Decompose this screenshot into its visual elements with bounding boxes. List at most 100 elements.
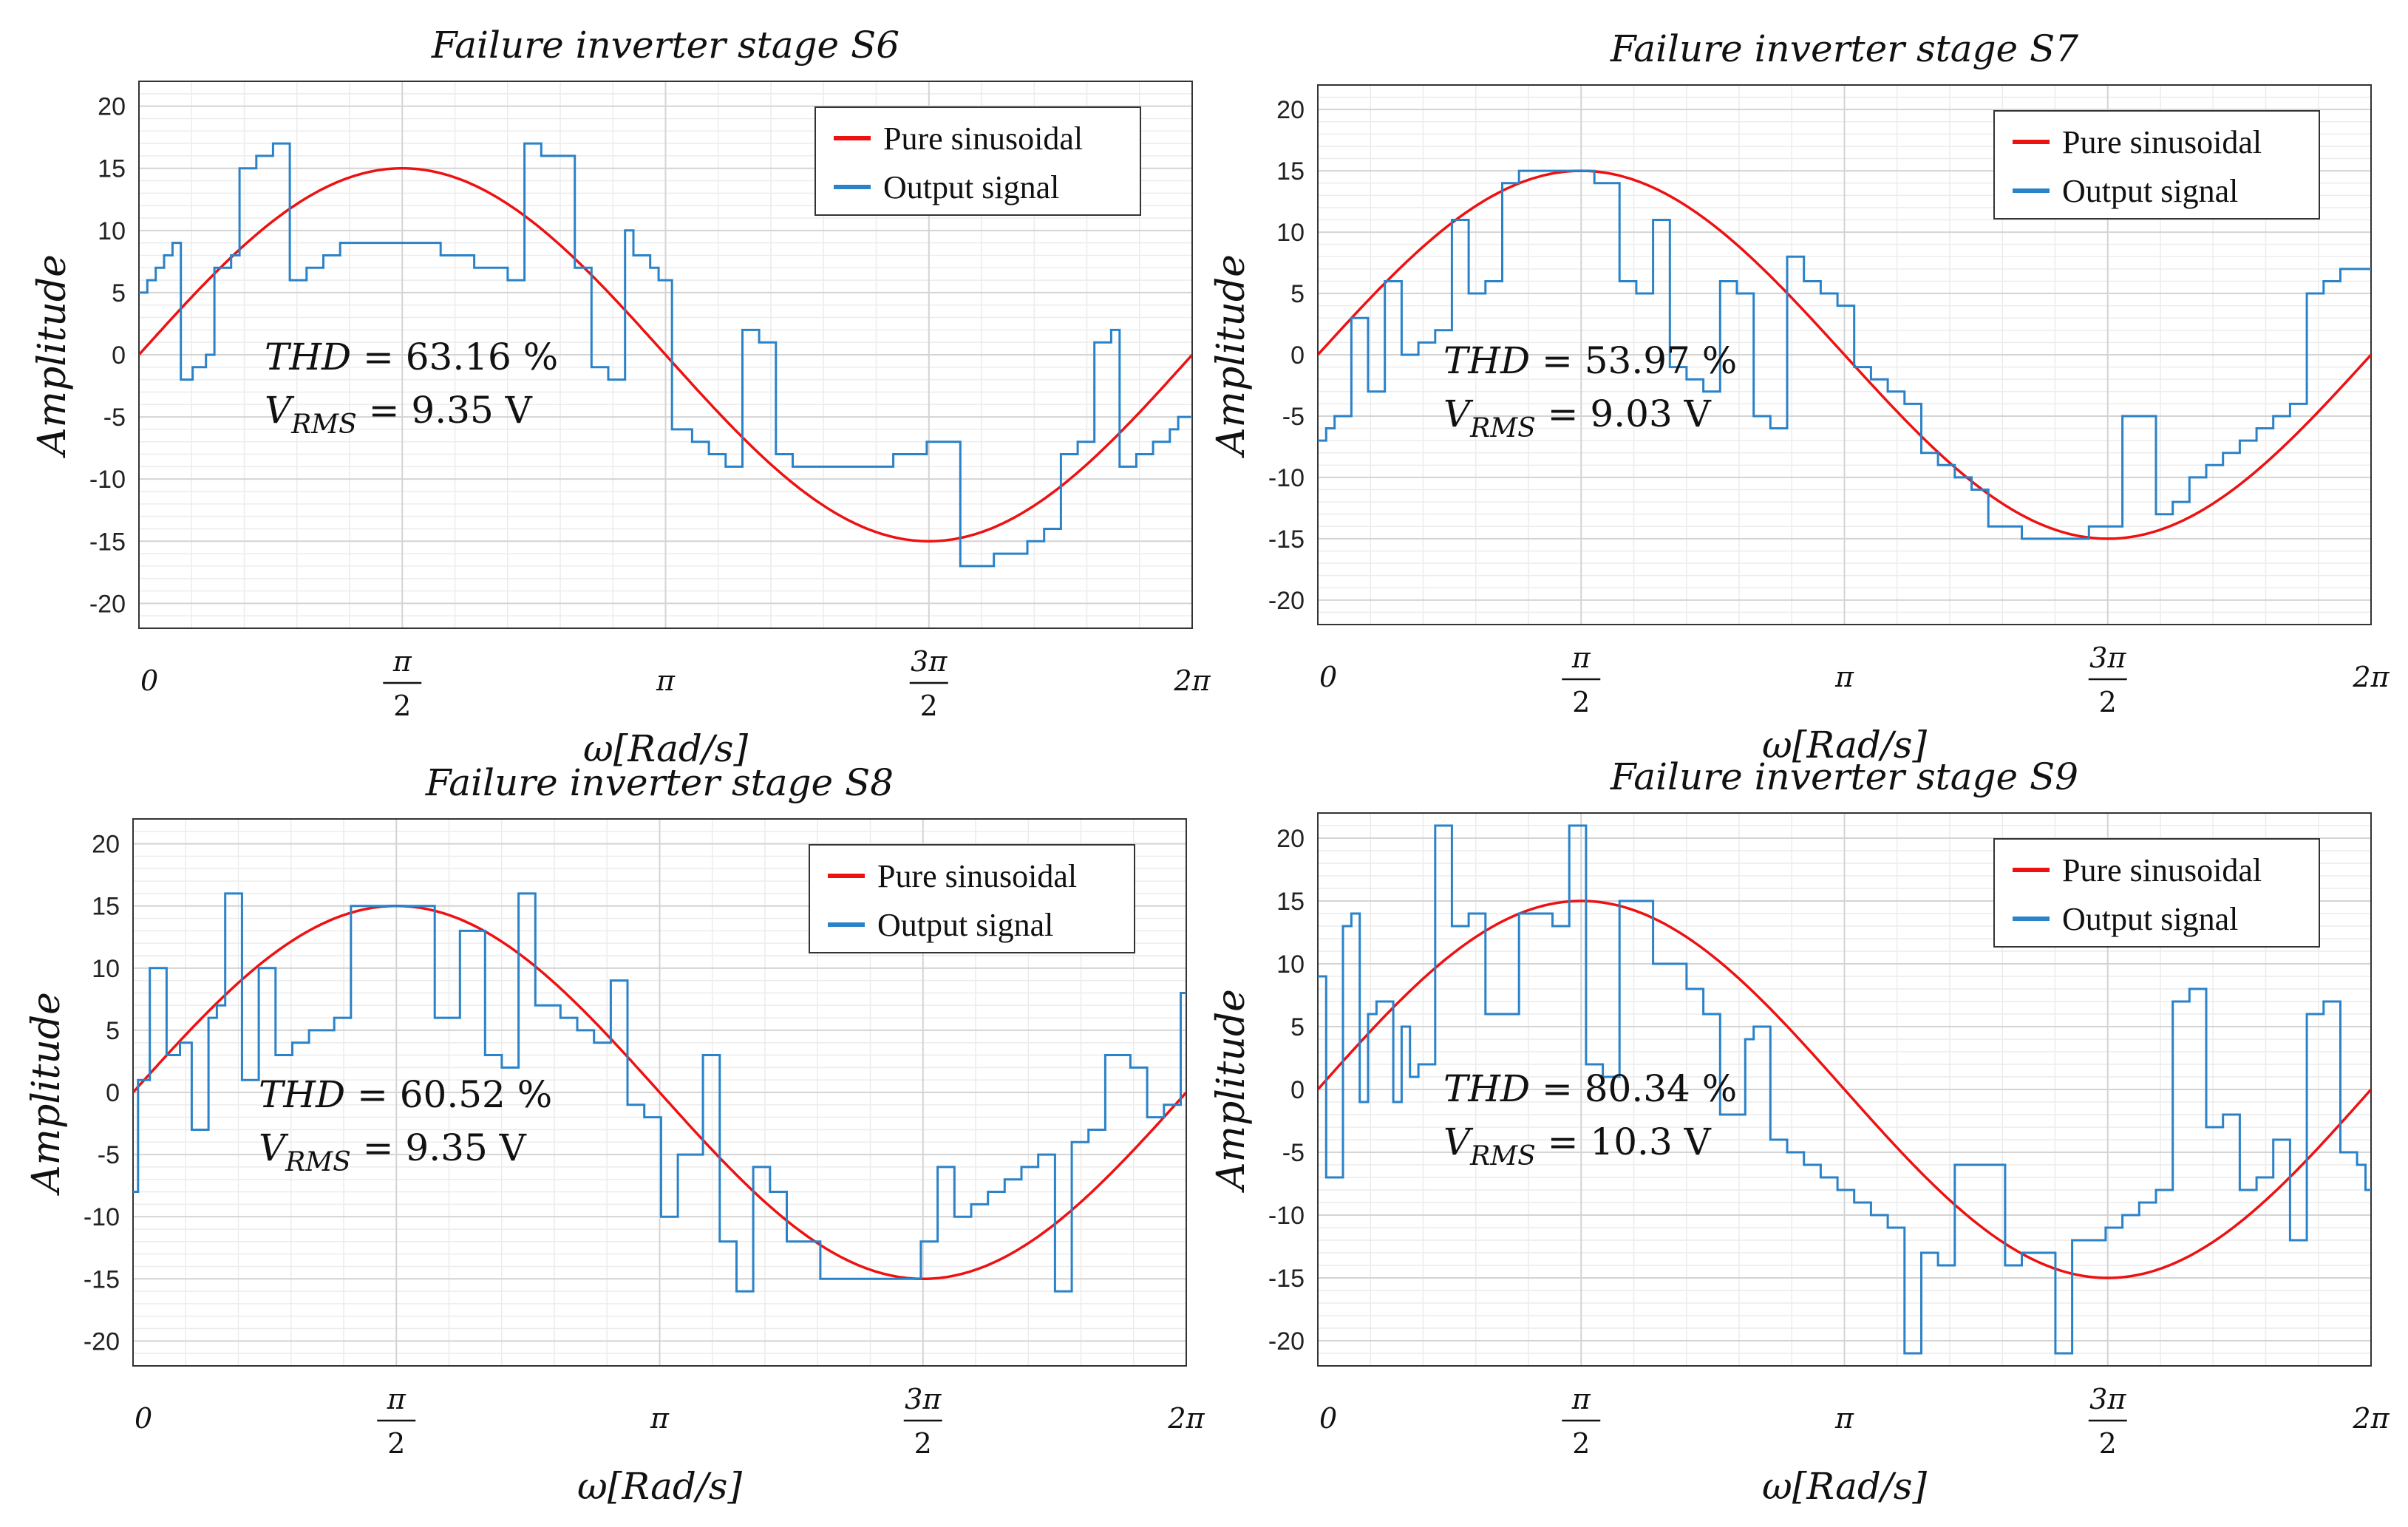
series-output-signal bbox=[1318, 169, 2371, 540]
x-axis-label: ω[Rad/s] bbox=[1762, 1465, 1927, 1508]
y-tick-label: 10 bbox=[1276, 219, 1305, 247]
y-tick-label: 0 bbox=[1290, 1076, 1305, 1104]
y-tick-label: 5 bbox=[1290, 1013, 1305, 1041]
series-pure-sinusoidal bbox=[1318, 899, 2371, 1279]
x-tick-label: π2 bbox=[1562, 1383, 1601, 1460]
series-pure-sinusoidal bbox=[133, 904, 1186, 1281]
annotation: THD = 63.16 % VRMS = 9.35 V bbox=[265, 336, 558, 440]
x-tick-denominator: 2 bbox=[914, 1427, 932, 1460]
x-tick-label: π bbox=[1834, 1402, 1854, 1435]
x-tick-denominator: 2 bbox=[920, 690, 938, 722]
thd-label: THD bbox=[1443, 1067, 1530, 1110]
y-tick-label: -20 bbox=[89, 590, 126, 618]
y-tick-label: 20 bbox=[98, 93, 126, 121]
plot-series bbox=[1318, 824, 2371, 1355]
y-tick-label: 15 bbox=[1276, 157, 1305, 186]
x-tick-label: 0 bbox=[140, 664, 158, 697]
legend-label: Output signal bbox=[883, 169, 1059, 205]
x-axis-label: ω[Rad/s] bbox=[583, 727, 748, 770]
annotation: THD = 80.34 % VRMS = 10.3 V bbox=[1443, 1067, 1737, 1171]
vrms-subscript: RMS bbox=[1469, 1141, 1536, 1171]
thd-annotation: THD = 53.97 % bbox=[1443, 339, 1737, 382]
y-tick-label: -10 bbox=[1268, 1202, 1305, 1230]
y-axis-label: Amplitude bbox=[1209, 989, 1254, 1193]
legend-label: Pure sinusoidal bbox=[2062, 124, 2262, 160]
x-tick-denominator: 2 bbox=[2099, 1427, 2117, 1460]
y-axis-label: Amplitude bbox=[30, 254, 75, 458]
y-axis-label: Amplitude bbox=[24, 992, 69, 1196]
y-tick-label: -20 bbox=[84, 1327, 120, 1356]
vrms-label: V bbox=[259, 1126, 289, 1169]
x-tick-label: 2π bbox=[2352, 1402, 2390, 1435]
vrms-value: = 10.3 V bbox=[1536, 1120, 1712, 1163]
y-tick-label: -10 bbox=[1268, 464, 1305, 492]
y-tick-label: 5 bbox=[112, 279, 126, 307]
y-tick-label: -15 bbox=[1268, 1265, 1305, 1293]
series-output-signal bbox=[139, 142, 1192, 568]
y-tick-label: 5 bbox=[106, 1017, 120, 1045]
vrms-subscript: RMS bbox=[285, 1147, 351, 1177]
plot-series bbox=[139, 142, 1192, 568]
x-tick-label: 2π bbox=[1167, 1402, 1205, 1435]
chart-title: Failure inverter stage S7 bbox=[1610, 27, 2078, 70]
x-axis-label: ω[Rad/s] bbox=[1762, 724, 1927, 766]
y-tick-label: -5 bbox=[103, 404, 126, 432]
x-tick-label: 2π bbox=[1173, 664, 1211, 697]
legend-box bbox=[814, 106, 1141, 216]
x-tick-label: π2 bbox=[1562, 642, 1601, 718]
vrms-annotation: VRMS = 10.3 V bbox=[1443, 1120, 1712, 1171]
y-tick-label: 5 bbox=[1290, 280, 1305, 308]
chart-title: Failure inverter stage S6 bbox=[431, 24, 899, 67]
x-tick-label: π2 bbox=[377, 1383, 416, 1460]
chart-title: Failure inverter stage S8 bbox=[425, 761, 894, 804]
x-tick-numerator: 3π bbox=[905, 1383, 942, 1415]
x-tick-denominator: 2 bbox=[2099, 686, 2117, 718]
x-tick-label: 3π2 bbox=[2088, 1383, 2127, 1460]
legend-label: Output signal bbox=[2062, 173, 2238, 209]
y-tick-label: -5 bbox=[1282, 1139, 1305, 1167]
x-tick-denominator: 2 bbox=[1572, 1427, 1590, 1460]
y-tick-label: 20 bbox=[1276, 825, 1305, 853]
x-tick-label: 3π2 bbox=[903, 1383, 942, 1460]
thd-label: THD bbox=[259, 1073, 345, 1116]
x-tick-numerator: 3π bbox=[911, 645, 948, 678]
vrms-label: V bbox=[1443, 392, 1474, 435]
x-tick-numerator: π bbox=[1571, 1383, 1591, 1415]
thd-value: = 60.52 % bbox=[345, 1073, 552, 1116]
y-tick-label: 0 bbox=[1290, 341, 1305, 370]
thd-label: THD bbox=[1443, 339, 1530, 382]
series-pure-sinusoidal bbox=[139, 166, 1192, 543]
x-axis-label: ω[Rad/s] bbox=[577, 1465, 742, 1508]
y-tick-label: 10 bbox=[92, 955, 120, 983]
y-tick-label: 15 bbox=[92, 893, 120, 921]
x-tick-label: 0 bbox=[1319, 1402, 1337, 1435]
legend-label: Pure sinusoidal bbox=[883, 120, 1083, 157]
vrms-value: = 9.35 V bbox=[357, 389, 533, 432]
thd-value: = 53.97 % bbox=[1530, 339, 1737, 382]
y-tick-label: -15 bbox=[89, 528, 126, 556]
y-tick-label: 0 bbox=[112, 341, 126, 370]
y-tick-label: -10 bbox=[89, 466, 126, 494]
annotation: THD = 60.52 % VRMS = 9.35 V bbox=[259, 1073, 552, 1177]
x-tick-denominator: 2 bbox=[1572, 686, 1590, 718]
legend-box bbox=[1993, 838, 2320, 948]
x-tick-label: 2π bbox=[2352, 661, 2390, 693]
x-tick-label: 0 bbox=[135, 1402, 152, 1435]
plot-series bbox=[1318, 169, 2371, 540]
series-output-signal bbox=[133, 892, 1186, 1293]
annotation: THD = 53.97 % VRMS = 9.03 V bbox=[1443, 339, 1737, 443]
x-tick-numerator: 3π bbox=[2089, 642, 2126, 674]
thd-annotation: THD = 60.52 % bbox=[259, 1073, 552, 1116]
y-tick-label: -20 bbox=[1268, 587, 1305, 615]
x-tick-label: π2 bbox=[383, 645, 422, 722]
x-tick-label: 0 bbox=[1319, 661, 1337, 693]
legend: Pure sinusoidal Output signal bbox=[814, 106, 1141, 216]
legend-label: Output signal bbox=[877, 907, 1053, 943]
thd-value: = 63.16 % bbox=[351, 336, 558, 378]
legend: Pure sinusoidal Output signal bbox=[1993, 110, 2320, 220]
y-tick-label: 20 bbox=[1276, 96, 1305, 124]
legend-box bbox=[1993, 110, 2320, 220]
